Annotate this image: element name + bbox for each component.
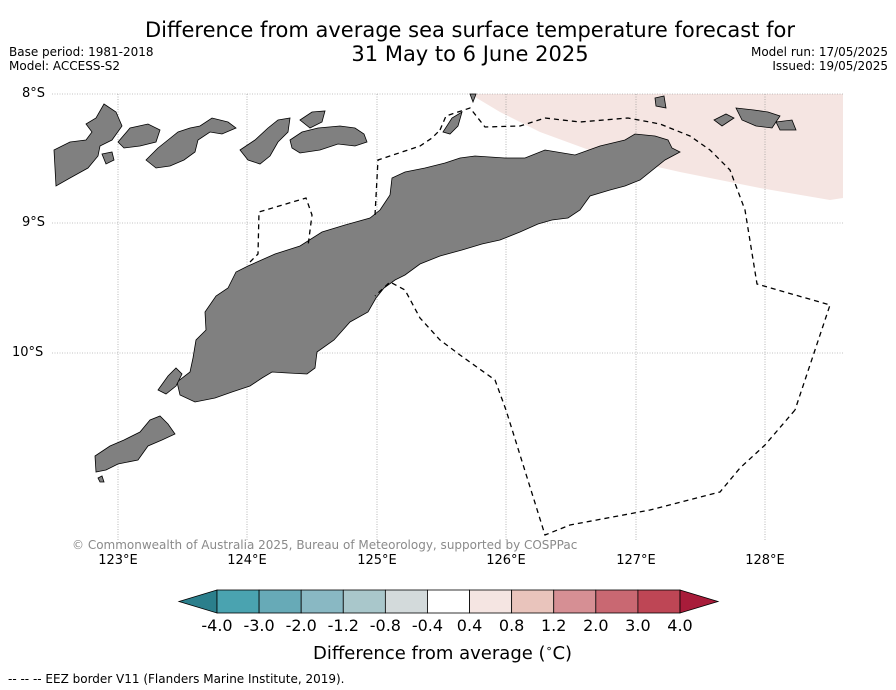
- lon-label-126E: 126°E: [486, 553, 526, 568]
- lembata-island: [239, 117, 291, 165]
- lon-label-124E: 124°E: [227, 553, 267, 568]
- eez-border: [249, 107, 831, 536]
- small-island-a: [101, 151, 115, 165]
- colorbar-segment: [258, 589, 302, 614]
- colorbar-segment: [595, 589, 639, 614]
- lat-label-9S: 9°S: [22, 215, 46, 230]
- small-island-b: [442, 111, 463, 135]
- solor-island-1: [117, 123, 161, 149]
- colorbar-tick-label: -0.8: [369, 616, 401, 635]
- solor-island-2: [145, 117, 237, 169]
- lon-label-127E: 127°E: [616, 553, 656, 568]
- colorbar-tick-label: -2.0: [285, 616, 317, 635]
- model-info: Base period: 1981-2018 Model: ACCESS-S2: [9, 45, 154, 73]
- colorbar-segment: [300, 589, 344, 614]
- eez-legend-footer: -- -- -- EEZ border V11 (Flanders Marine…: [8, 672, 345, 686]
- small-island-g: [469, 93, 477, 104]
- lat-label-10S: 10°S: [12, 345, 44, 360]
- eez-line-west: [374, 129, 441, 216]
- eez-line-south: [374, 281, 796, 536]
- flores-east-island: [53, 103, 123, 187]
- eez-line-north: [439, 107, 831, 411]
- atauro-like-island: [299, 110, 326, 129]
- colorbar-segment: [469, 589, 513, 614]
- colorbar-tick-label: -3.0: [243, 616, 275, 635]
- colorbar-tick-label: 0.4: [456, 616, 483, 635]
- lon-label-123E: 123°E: [98, 553, 138, 568]
- eez-line-oecusse: [249, 197, 313, 263]
- copyright-notice: © Commonwealth of Australia 2025, Bureau…: [72, 538, 578, 552]
- degree-symbol: ∘: [545, 642, 553, 655]
- colorbar-tick-label: 4.0: [667, 616, 693, 635]
- small-island-c: [654, 95, 667, 109]
- colorbar-segment: [427, 589, 470, 614]
- land: [53, 93, 797, 483]
- map-title: Difference from average sea surface temp…: [100, 18, 840, 66]
- colorbar-title: Difference from average (∘C): [313, 642, 572, 664]
- colorbar-segment: [637, 589, 681, 614]
- colorbar-tick-label: -1.2: [327, 616, 359, 635]
- base-period: Base period: 1981-2018: [9, 45, 154, 59]
- colorbar-tick-label: 2.0: [583, 616, 609, 635]
- colorbar-tick-label: 3.0: [625, 616, 651, 635]
- colorbar-segment: [384, 589, 428, 614]
- colorbar-tick-label: -0.4: [411, 616, 444, 635]
- colorbar-title-text: Difference from average (: [313, 643, 546, 664]
- colorbar-arrow-low: [177, 589, 218, 614]
- run-info: Model run: 17/05/2025 Issued: 19/05/2025: [751, 45, 888, 73]
- alor-pantar-island: [289, 125, 368, 154]
- colorbar-title-unit: C): [552, 643, 573, 664]
- lon-label-125E: 125°E: [357, 553, 397, 568]
- timor-island: [176, 133, 681, 403]
- lat-label-8S: 8°S: [22, 86, 46, 101]
- colorbar-segment: [511, 589, 555, 614]
- small-island-f: [775, 119, 797, 131]
- colorbar-segment: [553, 589, 597, 614]
- colorbar-segment: [216, 589, 260, 614]
- colorbar-tick-label: -4.0: [201, 616, 233, 635]
- title-line-1: Difference from average sea surface temp…: [145, 18, 795, 42]
- sawu-island: [94, 415, 176, 473]
- colorbar-tick-label: 0.8: [498, 616, 525, 635]
- model-name: Model: ACCESS-S2: [9, 59, 121, 73]
- model-run: Model run: 17/05/2025: [750, 45, 888, 59]
- small-island-h: [97, 475, 105, 483]
- colorbar-arrow-high: [679, 589, 720, 614]
- title-line-2: 31 May to 6 June 2025: [351, 42, 589, 66]
- colorbar-tick-label: 1.2: [540, 616, 567, 635]
- rote-island: [157, 367, 183, 395]
- small-island-d: [713, 113, 735, 127]
- colorbar-segment: [342, 589, 386, 614]
- issued-date: Issued: 19/05/2025: [772, 59, 888, 73]
- lon-label-128E: 128°E: [745, 553, 785, 568]
